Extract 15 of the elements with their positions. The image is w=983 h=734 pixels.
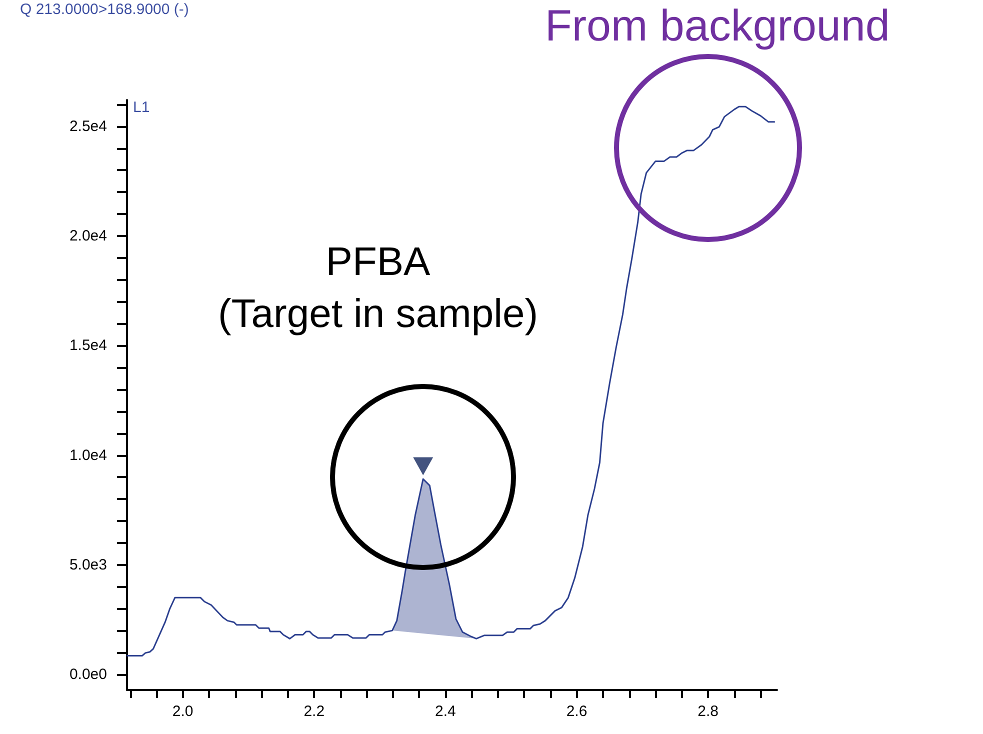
x-tick-label: 2.6 <box>566 703 588 720</box>
x-tick-label: 2.4 <box>435 703 456 720</box>
text: From background <box>545 2 890 50</box>
chart-title: Q 213.0000>168.9000 (-) <box>20 1 189 18</box>
annotation: PFBA (Target in sample) <box>218 240 538 336</box>
x-tick-label: 2.0 <box>172 703 194 720</box>
x-tick-label: 2.2 <box>304 703 325 720</box>
y-tick-label: 0.0e0 <box>69 666 107 684</box>
y-tick-label: 1.0e4 <box>69 446 107 464</box>
y-tick-label: 2.5e4 <box>69 118 107 135</box>
y-tick-label: 2.0e4 <box>69 227 107 244</box>
x-tick-label: 2.8 <box>698 703 718 720</box>
y-tick-label: 1.5e4 <box>69 337 107 354</box>
annotation: L1 <box>133 99 150 116</box>
y-tick-label: 5.0e3 <box>69 556 107 574</box>
